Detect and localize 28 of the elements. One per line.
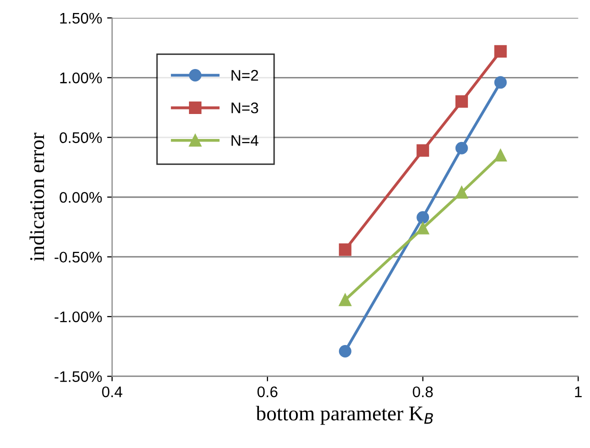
point xyxy=(416,144,430,157)
point xyxy=(494,45,507,58)
point xyxy=(416,222,430,234)
point xyxy=(338,344,352,358)
x-tick-label: 0.4 xyxy=(102,386,122,398)
y-tick-label: 1.50% xyxy=(60,12,102,24)
y-axis-title: indication error xyxy=(30,132,44,262)
point xyxy=(455,186,468,199)
y-tick-label: -1.50% xyxy=(54,371,102,382)
legend-label: N=2 xyxy=(232,70,258,81)
x-tick-label: 0.8 xyxy=(412,386,433,398)
x-axis-title: bottom parameter K$_{B}$ xyxy=(256,406,433,425)
point xyxy=(494,76,507,89)
point xyxy=(416,211,430,224)
y-tick-label: 1.00% xyxy=(60,72,102,84)
y-tick-label: 0.50% xyxy=(60,132,102,144)
x-tick-label: 0.6 xyxy=(257,386,278,398)
legend-label: N=4 xyxy=(232,135,258,146)
x-tick-label: 1 xyxy=(575,386,582,398)
point xyxy=(338,294,352,306)
point xyxy=(338,243,352,256)
point xyxy=(494,149,507,162)
y-tick-label: -0.50% xyxy=(54,252,102,263)
point xyxy=(455,95,468,108)
point xyxy=(455,142,468,154)
y-tick-label: 0.00% xyxy=(60,192,102,203)
y-tick-label: -1.00% xyxy=(54,311,102,322)
legend-label: N=3 xyxy=(232,102,258,114)
